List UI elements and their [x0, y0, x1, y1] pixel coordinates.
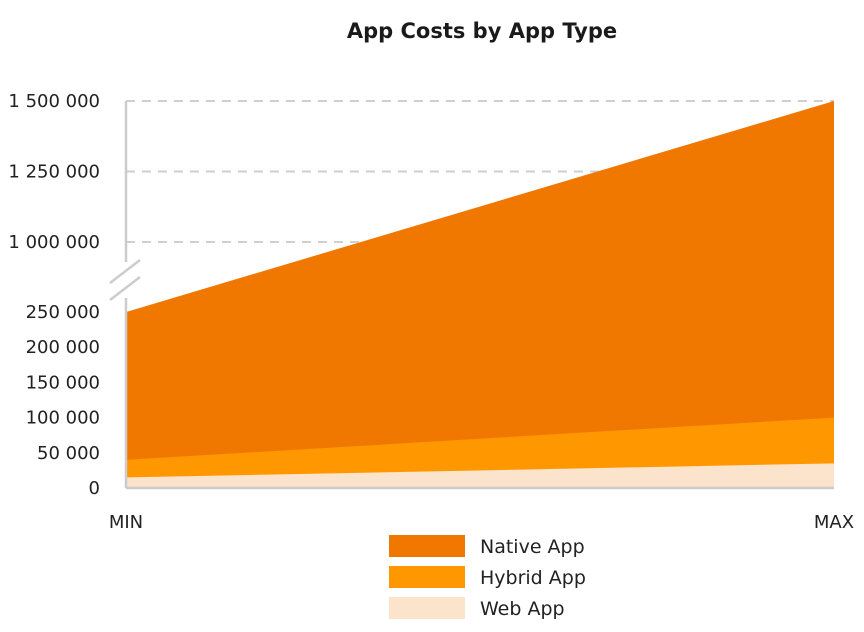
area-native-app	[126, 101, 834, 488]
x-tick-labels: MIN MAX	[109, 512, 854, 533]
axis-break-mark-2	[109, 276, 141, 301]
y-tick-label: 1 250 000	[8, 162, 100, 183]
y-tick-label: 100 000	[26, 408, 100, 429]
y-tick-label: 150 000	[26, 372, 100, 393]
axis-break-mark-1	[109, 259, 141, 284]
y-tick-label: 1 000 000	[8, 232, 100, 253]
legend-swatch-native-app	[389, 535, 465, 557]
legend-swatch-web-app	[389, 597, 465, 619]
legend: Native App Hybrid App Web App	[389, 535, 586, 620]
plot-areas	[126, 101, 834, 488]
legend-swatch-hybrid-app	[389, 566, 465, 588]
chart-title: App Costs by App Type	[347, 19, 617, 43]
y-tick-label: 200 000	[26, 337, 100, 358]
y-tick-label: 0	[89, 478, 100, 499]
legend-label-hybrid-app: Hybrid App	[480, 567, 586, 589]
y-tick-label: 50 000	[37, 443, 100, 464]
axes	[109, 101, 834, 490]
y-tick-label: 250 000	[26, 302, 100, 323]
area-web-app	[126, 463, 834, 488]
y-tick-label: 1 500 000	[8, 91, 100, 112]
y-tick-labels: 0 50 000 100 000 150 000 200 000 250 000 1 000…	[8, 91, 100, 499]
legend-label-native-app: Native App	[480, 536, 585, 558]
x-tick-label-min: MIN	[109, 512, 143, 533]
x-tick-label-max: MAX	[814, 512, 854, 533]
legend-label-web-app: Web App	[480, 598, 565, 620]
